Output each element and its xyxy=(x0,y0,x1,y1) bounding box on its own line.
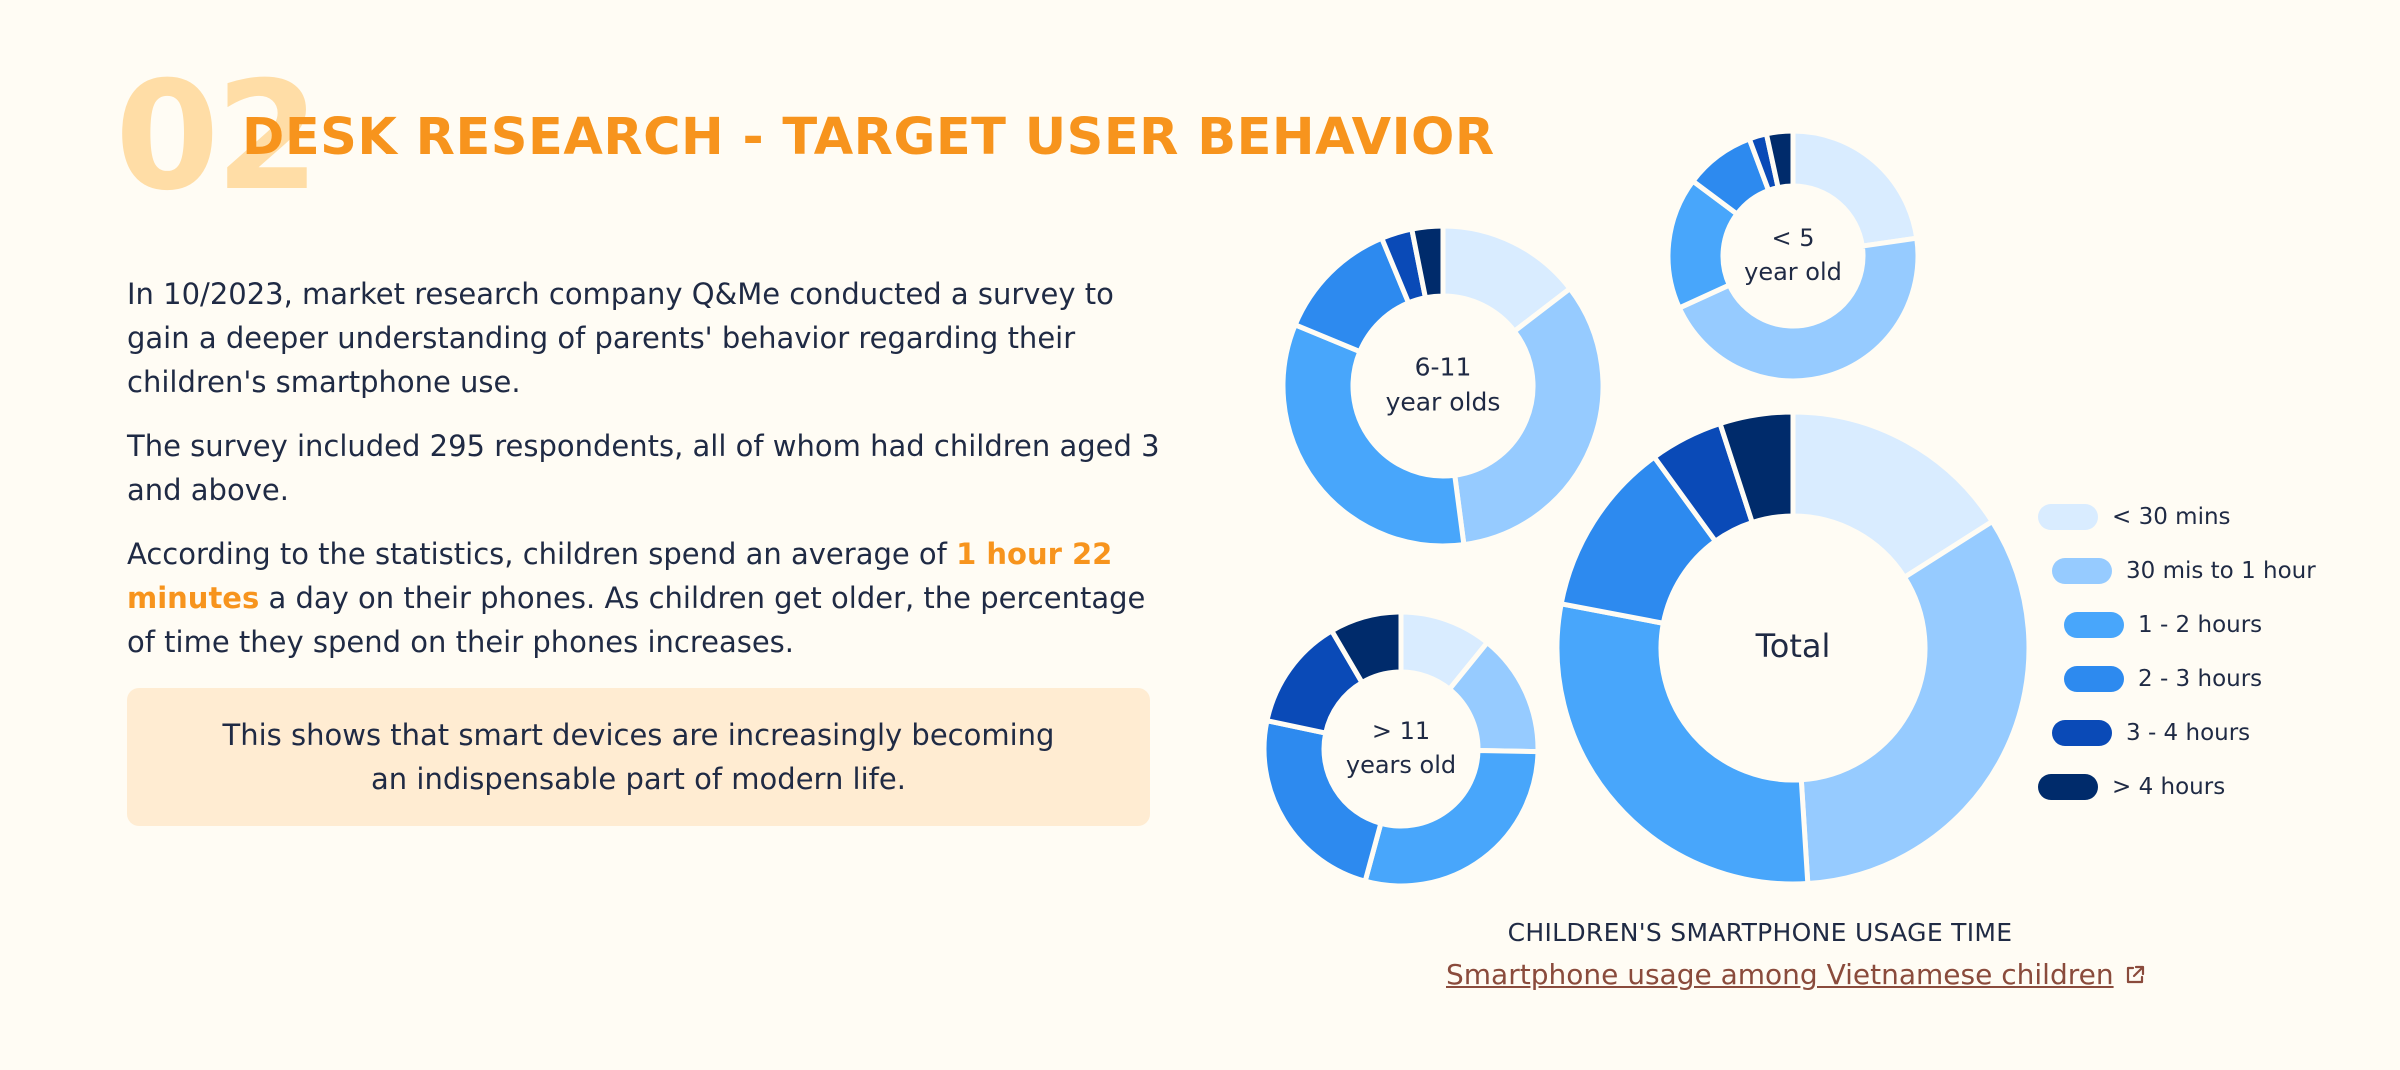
legend-item: 3 - 4 hours xyxy=(2052,706,2316,760)
donut-center-label: < 5 xyxy=(1771,224,1814,252)
donut-slice xyxy=(1409,223,1446,301)
donut-center-label: > 11 xyxy=(1372,717,1430,745)
donut-center-label: year old xyxy=(1744,258,1842,286)
source-link-text[interactable]: Smartphone usage among Vietnamese childr… xyxy=(1446,958,2114,991)
external-link-icon[interactable] xyxy=(2124,964,2146,986)
donut-slice xyxy=(1261,718,1384,884)
donut-slice xyxy=(1676,235,1921,384)
legend-swatch xyxy=(2038,774,2098,800)
donut-center-label: Total xyxy=(1755,627,1831,665)
legend-item: 1 - 2 hours xyxy=(2064,598,2316,652)
legend-swatch xyxy=(2052,558,2112,584)
callout-box: This shows that smart devices are increa… xyxy=(127,688,1150,826)
donut-slice xyxy=(1798,519,2032,887)
section-number: 02 xyxy=(115,50,320,224)
donut-slice xyxy=(1452,286,1606,548)
legend-label: 2 - 3 hours xyxy=(2138,666,2263,692)
donut-slice xyxy=(1763,128,1796,191)
average-time-highlight: 1 hour 22 minutes xyxy=(127,537,1113,615)
legend-swatch xyxy=(2064,666,2124,692)
statistics-text-start: According to the statistics, children sp… xyxy=(127,537,957,571)
legend-label: 30 mis to 1 hour xyxy=(2126,558,2316,584)
legend-swatch xyxy=(2064,612,2124,638)
donut-slice xyxy=(1717,409,1796,525)
callout-text: This shows that smart devices are increa… xyxy=(222,718,1055,796)
legend-label: 3 - 4 hours xyxy=(2126,720,2251,746)
legend-label: 1 - 2 hours xyxy=(2138,612,2263,638)
donut-slice xyxy=(1362,747,1541,889)
body-text: In 10/2023, market research company Q&Me… xyxy=(127,272,1167,684)
chart-legend: < 30 mins 30 mis to 1 hour 1 - 2 hours 2 - … xyxy=(2038,490,2316,814)
donut-center-label: 6-11 xyxy=(1415,353,1472,382)
paragraph-respondents: The survey included 295 respondents, all… xyxy=(127,429,1160,507)
chart-caption: CHILDREN'S SMARTPHONE USAGE TIME xyxy=(1507,918,2013,947)
legend-item: 30 mis to 1 hour xyxy=(2052,544,2316,598)
donut-slice xyxy=(1280,322,1467,549)
legend-swatch xyxy=(2052,720,2112,746)
donut-slice xyxy=(1790,409,1995,580)
donut-slice xyxy=(1790,128,1920,249)
section-title: DESK RESEARCH - TARGET USER BEHAVIOR xyxy=(242,108,1495,167)
source-link[interactable]: Smartphone usage among Vietnamese childr… xyxy=(1446,958,2146,991)
statistics-text-end: a day on their phones. As children get o… xyxy=(127,581,1146,659)
paragraph-statistics: According to the statistics, children sp… xyxy=(127,532,1167,664)
legend-item: > 4 hours xyxy=(2038,760,2316,814)
donut-slice xyxy=(1554,601,1811,887)
donut-slice xyxy=(1329,609,1404,686)
paragraph-survey-intro: In 10/2023, market research company Q&Me… xyxy=(127,277,1114,399)
legend-label: < 30 mins xyxy=(2112,504,2231,530)
legend-swatch xyxy=(2038,504,2098,530)
donut-center-label: years old xyxy=(1346,751,1456,779)
legend-item: 2 - 3 hours xyxy=(2064,652,2316,706)
donut-center-label: year olds xyxy=(1386,388,1501,417)
legend-item: < 30 mins xyxy=(2038,490,2316,544)
legend-label: > 4 hours xyxy=(2112,774,2226,800)
